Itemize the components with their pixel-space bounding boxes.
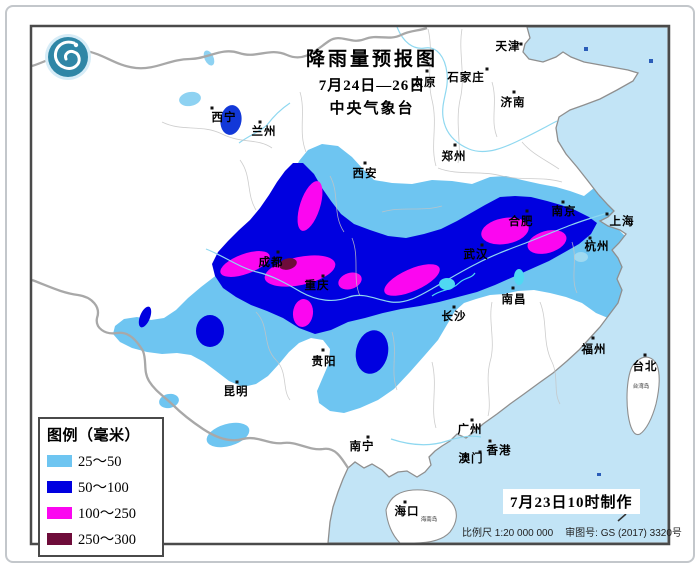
- sea-label-specks: [584, 47, 653, 476]
- legend-item: 100～250: [47, 502, 155, 523]
- legend-swatch: [47, 480, 72, 493]
- city-label: 兰州: [252, 124, 277, 138]
- city-dot: [276, 250, 280, 254]
- map-agency: 中央气象台: [329, 101, 415, 117]
- city-dot: [488, 439, 492, 443]
- legend-title: 图例（毫米）: [47, 428, 141, 444]
- approval-number: 审图号: GS (2017) 3320号: [565, 528, 682, 539]
- legend-swatch: [47, 506, 72, 519]
- city-dot: [363, 161, 367, 165]
- city-label: 香港: [486, 443, 512, 457]
- city-label: 郑州: [442, 149, 467, 163]
- city-dot: [321, 274, 325, 278]
- legend-item: 25～50: [47, 450, 155, 471]
- city-label: 石家庄: [446, 70, 485, 84]
- city-dot: [561, 200, 565, 204]
- city-label: 贵阳: [312, 354, 337, 368]
- legend-item-label: 250～300: [78, 532, 136, 548]
- legend-item: 50～100: [47, 476, 155, 497]
- city-dot: [403, 500, 407, 504]
- city-dot: [588, 236, 592, 240]
- island-label: 台湾岛: [633, 382, 650, 390]
- city-label: 南昌: [502, 292, 527, 306]
- city-dot: [210, 106, 214, 110]
- city-label: 合肥: [509, 214, 534, 228]
- city-label: 天津: [496, 39, 521, 53]
- legend-item-label: 50～100: [78, 480, 129, 496]
- islands: [385, 356, 660, 544]
- city-dot: [453, 143, 457, 147]
- city-label: 澳门: [459, 451, 484, 465]
- city-label: 长沙: [442, 309, 467, 323]
- map-date-range: 7月24日—26日: [318, 78, 426, 94]
- legend-swatch: [47, 532, 72, 545]
- city-dot: [511, 286, 515, 290]
- city-label: 南宁: [350, 439, 375, 453]
- rivers: [205, 26, 612, 446]
- cma-logo-icon: [45, 34, 91, 80]
- city-label: 济南: [501, 95, 526, 109]
- city-label: 上海: [610, 214, 635, 228]
- city-dot: [519, 42, 523, 46]
- city-dot: [235, 380, 239, 384]
- city-label: 杭州: [585, 239, 610, 253]
- city-dot: [643, 353, 647, 357]
- legend-swatch: [47, 454, 72, 467]
- country-borders: [31, 26, 428, 469]
- city-label: 太原: [411, 75, 437, 89]
- issue-time-stamp: 7月23日10时制作: [503, 489, 640, 514]
- city-label: 成都: [259, 255, 284, 269]
- city-dot: [605, 212, 609, 216]
- city-label: 昆明: [224, 384, 249, 398]
- legend-box: 图例（毫米） 25～50 50～100 100～250 250～300: [38, 417, 164, 557]
- sea: [327, 26, 669, 544]
- province-borders: [161, 28, 578, 429]
- city-label: 台北: [633, 359, 658, 373]
- island-label: 海南岛: [421, 515, 438, 523]
- city-dot: [321, 348, 325, 352]
- city-label: 武汉: [464, 247, 489, 261]
- city-label: 西宁: [212, 110, 237, 124]
- city-dot: [425, 69, 429, 73]
- city-dot: [485, 67, 489, 71]
- city-label: 福州: [581, 342, 607, 356]
- rain-area-250-300: [279, 258, 297, 270]
- map-title: 降雨量预报图: [305, 49, 438, 70]
- city-label: 西安: [353, 166, 378, 180]
- annotation-tick: [617, 513, 627, 522]
- city-label: 重庆: [305, 278, 330, 292]
- city-dot: [366, 435, 370, 439]
- legend-item-label: 100～250: [78, 506, 136, 522]
- legend-item: 250～300: [47, 528, 155, 549]
- city-dot: [258, 120, 262, 124]
- city-label: 广州: [458, 422, 483, 436]
- city-dot: [470, 418, 474, 422]
- map-title-block: 降雨量预报图 7月24日—26日 中央气象台: [252, 44, 492, 118]
- rain-area-100-250: [220, 178, 627, 327]
- city-label: 南京: [552, 204, 577, 218]
- legend-item-label: 25～50: [78, 454, 122, 470]
- city-dot: [480, 243, 484, 247]
- city-dot: [525, 209, 529, 213]
- map-footer: 比例尺 1:20 000 000 审图号: GS (2017) 3320号: [462, 524, 694, 539]
- lakes: [439, 252, 588, 290]
- city-dot: [478, 450, 482, 454]
- city-label: 海口: [395, 504, 420, 518]
- city-dot: [512, 90, 516, 94]
- island-label-layer: 海南岛 台湾岛: [421, 382, 650, 523]
- map-frame: [29, 24, 671, 546]
- scale-label: 比例尺 1:20 000 000: [462, 528, 554, 539]
- city-dot: [452, 305, 456, 309]
- taiwan-island: [626, 356, 660, 436]
- city-dot: [591, 336, 595, 340]
- legend-rows: 25～50 50～100 100～250 250～300: [47, 450, 155, 549]
